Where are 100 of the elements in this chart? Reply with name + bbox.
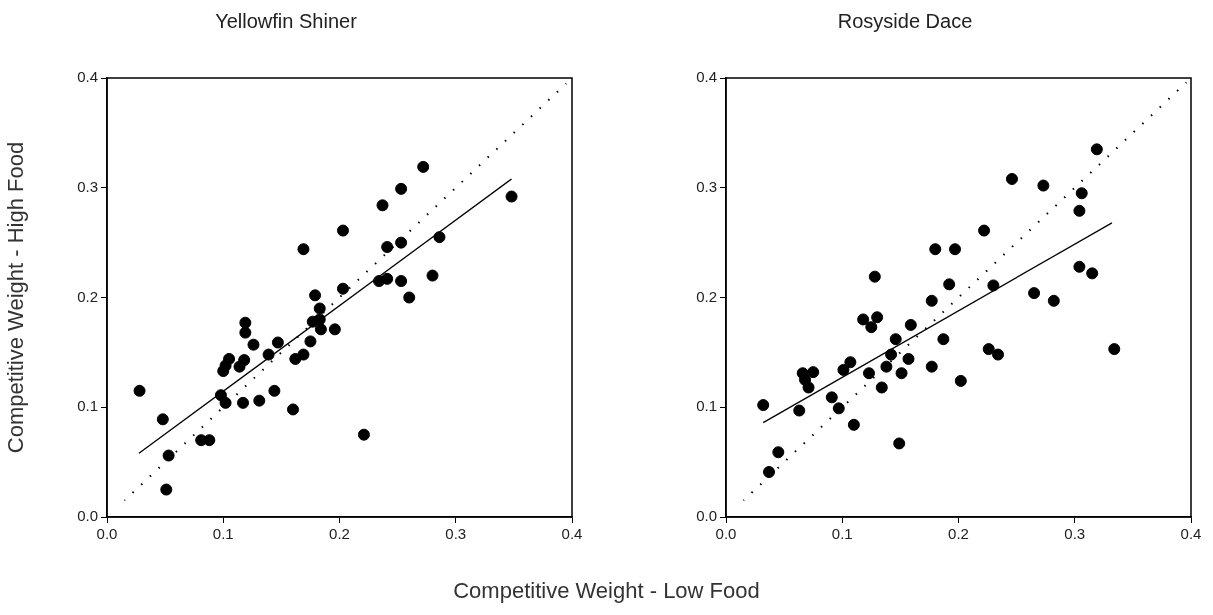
point (875, 381, 888, 394)
y-tick-label: 0.3 (696, 177, 717, 195)
x-tick-label: 0.2 (948, 525, 969, 543)
point (757, 399, 770, 412)
point (857, 313, 870, 326)
point (925, 294, 938, 307)
point (395, 236, 408, 249)
point (862, 367, 875, 380)
point (929, 243, 942, 256)
point (1005, 172, 1018, 185)
point (376, 199, 389, 212)
point (992, 348, 1005, 361)
x-axis-title: Competitive Weight - Low Food (452, 578, 761, 604)
point (239, 326, 252, 339)
point (1047, 294, 1060, 307)
point (982, 343, 995, 356)
point (832, 402, 845, 415)
point (871, 311, 884, 324)
y-tick-label: 0.4 (696, 68, 717, 86)
point (954, 374, 967, 387)
point (1073, 204, 1086, 217)
point (357, 428, 370, 441)
point (889, 333, 902, 346)
point (395, 275, 408, 288)
point (223, 352, 236, 365)
point (160, 483, 173, 496)
point (271, 336, 284, 349)
point (895, 367, 908, 380)
point (336, 224, 349, 237)
point (237, 396, 250, 409)
point (328, 323, 341, 336)
chart-title: Yellowfin Shiner (215, 9, 358, 32)
point (925, 360, 938, 373)
point (1090, 143, 1103, 156)
point (937, 333, 950, 346)
point (262, 348, 275, 361)
point (313, 302, 326, 315)
y-tick-label: 0.4 (77, 68, 98, 86)
point (381, 272, 394, 285)
point (885, 348, 898, 361)
point (247, 338, 260, 351)
point (1028, 287, 1041, 300)
point (133, 384, 146, 397)
point (1086, 267, 1099, 280)
point (395, 182, 408, 195)
y-tick-label: 0.2 (77, 287, 98, 305)
point (987, 279, 1000, 292)
point (403, 291, 416, 304)
point (505, 190, 518, 203)
point (309, 289, 322, 302)
point (336, 282, 349, 295)
point (426, 269, 439, 282)
point (793, 404, 806, 417)
point (219, 396, 232, 409)
point (297, 348, 310, 361)
point (381, 241, 394, 254)
point (904, 318, 917, 331)
x-tick-label: 0.0 (96, 525, 118, 543)
point (865, 321, 878, 334)
point (239, 316, 252, 329)
point (949, 243, 962, 256)
y-tick-label: 0.0 (77, 507, 98, 525)
point (1108, 343, 1121, 356)
x-tick-label: 0.3 (1064, 525, 1086, 543)
y-tick-label: 0.1 (696, 397, 717, 415)
point (807, 366, 820, 379)
point (268, 384, 281, 397)
point (847, 418, 860, 431)
point (238, 354, 251, 367)
point (314, 323, 327, 336)
x-tick-label: 0.3 (445, 525, 467, 543)
point (417, 160, 430, 173)
point (253, 394, 266, 407)
chart-title: Rosyside Dace (837, 9, 973, 32)
point (880, 360, 893, 373)
point (893, 437, 906, 450)
x-tick-label: 0.2 (329, 525, 350, 543)
y-tick-label: 0.0 (696, 507, 717, 525)
x-tick-label: 0.4 (1180, 525, 1202, 543)
point (304, 335, 317, 348)
y-tick-label: 0.2 (696, 287, 717, 305)
point (287, 403, 299, 416)
point (763, 466, 776, 478)
point (978, 224, 991, 237)
y-axis-title: Competitive Weight - High Food (3, 141, 29, 454)
point (772, 446, 785, 459)
point (844, 356, 857, 369)
point (837, 363, 850, 376)
point (1037, 179, 1050, 192)
x-tick-label: 0.4 (561, 525, 583, 543)
y-tick-label: 0.3 (77, 177, 98, 195)
point (297, 243, 310, 256)
y-tick-label: 0.1 (77, 397, 98, 415)
point (156, 413, 169, 426)
point (1073, 260, 1086, 273)
point (313, 313, 326, 326)
point (868, 270, 881, 283)
point (825, 391, 838, 404)
point (902, 352, 915, 365)
point (1075, 187, 1088, 200)
